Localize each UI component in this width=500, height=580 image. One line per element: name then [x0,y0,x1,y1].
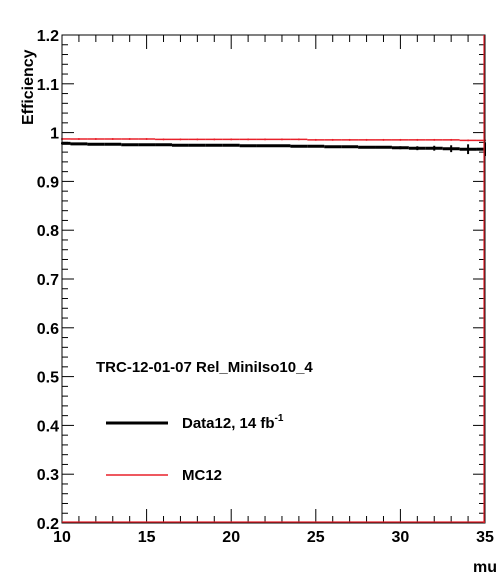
mc12-marker [348,138,351,141]
plot-frame [61,34,486,524]
mc12-marker [111,137,114,140]
mc12-marker [399,138,402,141]
mc12-marker [230,138,233,141]
chart-annotation: TRC-12-01-07 Rel_MiniIso10_4 [96,359,313,376]
mc12-marker [467,139,470,142]
mc12-marker [162,138,165,141]
mc12-marker [213,138,216,141]
mc12-marker [264,138,267,141]
legend-label-data12: Data12, 14 fb-1 [182,413,284,432]
mc12-marker [94,137,97,140]
y-tick-label: 0.5 [37,370,59,387]
mc12-marker [247,138,250,141]
mc12-marker [128,137,131,140]
y-tick-label: 0.2 [37,516,59,533]
x-tick-label: 30 [392,529,410,546]
y-tick-label: 1.2 [37,28,59,45]
mc12-marker [331,138,334,141]
x-axis-title: mu [473,559,497,576]
x-tick-label: 20 [222,529,240,546]
y-tick-label: 0.8 [37,223,59,240]
y-tick-label: 0.6 [37,321,59,338]
x-tick-label: 15 [138,529,156,546]
mc12-marker [280,138,283,141]
y-tick-label: 0.9 [37,174,59,191]
y-tick-label: 0.3 [37,467,59,484]
mc12-marker [365,138,368,141]
legend: Data12, 14 fb-1 MC12 [106,413,284,484]
mc12-marker [382,138,385,141]
mc12-marker [196,138,199,141]
y-tick-label: 1.1 [37,77,59,94]
mc12-marker [145,137,148,140]
y-tick-label: 0.4 [37,418,59,435]
y-tick-label: 1 [50,126,59,143]
mc12-marker [416,138,419,141]
mc12-marker [179,138,182,141]
y-axis-title: Efficiency [20,49,37,125]
plot-area [61,137,486,157]
legend-label-mc12: MC12 [182,467,222,484]
mc12-marker [314,138,317,141]
x-tick-label: 35 [476,529,494,546]
mc12-marker [297,138,300,141]
series-mc12 [61,137,486,142]
x-tick-label: 10 [53,529,71,546]
series-data12 [61,141,486,157]
mc12-marker [433,138,436,141]
axes: 0.2 0.3 0.4 0.5 0.6 0.7 0.8 0.9 1 1.1 1.2 10 15 20 25 3… [37,28,494,546]
x-tick-label: 25 [307,529,325,546]
y-tick-label: 0.7 [37,272,59,289]
mc12-marker [450,138,453,141]
mc12-marker [77,137,80,140]
